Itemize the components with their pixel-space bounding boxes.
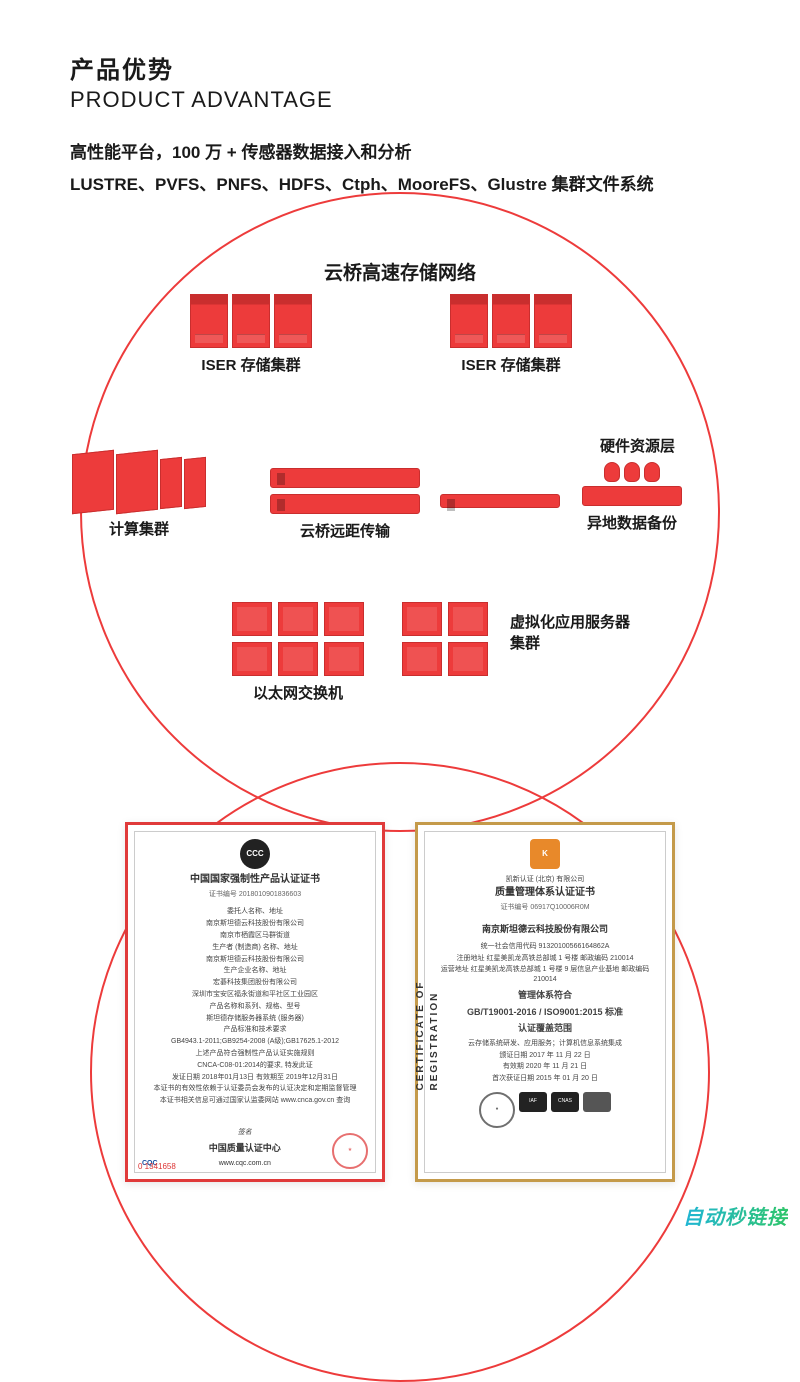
switch-icon [324,642,364,676]
node-transport: 云桥远距传输 [270,468,420,541]
cert-footer-url: www.cqc.com.cn [158,1159,332,1169]
switch-icon [448,642,488,676]
node-label: 以太网交换机 [232,682,364,703]
cert-line: 产品标准和技术要求 [154,1025,357,1035]
diagram-title: 云桥高速存储网络 [324,258,476,285]
cert-serial: 证书编号 2018010901836603 [209,890,301,900]
cert-line: 本证书相关信息可通过国家认监委网站 www.cnca.gov.cn 查询 [154,1096,357,1106]
cert-line: 首次获证日期 2015 年 01 月 20 日 [432,1074,658,1084]
cert-line: 统一社会信用代码 91320100566164862A [432,942,658,952]
rack-icon [270,494,420,514]
watermark-text: 自动秒链接 [683,1201,788,1230]
title-cn: 产品优势 [70,50,730,85]
cert-line: 有效期 2020 年 11 月 21 日 [432,1062,658,1072]
cert-line: 深圳市宝安区福永街道和平社区工业园区 [154,990,357,1000]
rack-thin-icon [440,494,560,508]
cert-footer-serial: 0 1341658 [138,1161,176,1172]
cert-line: 颁证日期 2017 年 11 月 22 日 [432,1051,658,1061]
title-en: PRODUCT ADVANTAGE [70,87,730,113]
certificate-ccc: CCC 中国国家强制性产品认证证书 证书编号 2018010901836603 … [125,822,385,1182]
k-badge-icon: K [530,839,560,869]
node-label: 计算集群 [72,518,206,539]
server-icon [492,294,530,348]
seal-icon: ● [479,1092,515,1128]
node-vm [402,602,488,676]
cert-line: 斯坦德存储服务器系统 (服务器) [154,1014,357,1024]
drum-icon [604,462,620,482]
cert-company: 南京斯坦德云科技股份有限公司 [482,923,608,936]
rack-icon [270,468,420,488]
mgmt-badge-icon [583,1092,611,1112]
compute-box-icon [72,449,114,513]
node-iser-left: ISER 存储集群 [190,294,312,375]
switch-icon [278,602,318,636]
server-icon [232,294,270,348]
tray-icon [582,486,682,506]
cert-serial: 证书编号 06917Q10006R0M [500,903,589,913]
switch-icon [402,602,442,636]
drum-icon [644,462,660,482]
cert-line: CNCA-C08-01:2014的要求, 特发此证 [154,1061,357,1071]
cert-issuer: 凯新认证 (北京) 有限公司 [506,875,585,885]
cert-line: 生产者 (制造商) 名称、地址 [154,943,357,953]
node-label: ISER 存储集群 [450,354,572,375]
switch-icon [232,602,272,636]
cnas-badge-icon: CNAS [551,1092,579,1112]
node-label: ISER 存储集群 [190,354,312,375]
iaf-badge-icon: IAF [519,1092,547,1112]
certificates-section: CCC 中国国家强制性产品认证证书 证书编号 2018010901836603 … [0,792,800,1212]
cert-title: 中国国家强制性产品认证证书 [190,873,320,887]
switch-icon [232,642,272,676]
switch-icon [448,602,488,636]
server-icon [534,294,572,348]
cert-line: 本证书的有效性依赖于认证委员会发布的认证决定和定期监督管理 [154,1084,357,1094]
cert-line: 发证日期 2018年01月13日 有效期至 2019年12月31日 [154,1073,357,1083]
seal-icon: ★ [332,1133,368,1169]
node-hw-layer-label: 硬件资源层 [600,436,675,457]
node-spare-rack [440,494,560,508]
node-switch: 以太网交换机 [232,602,364,703]
switch-icon [278,642,318,676]
node-vm-label: 虚拟化应用服务器集群 [510,612,630,654]
node-compute: 计算集群 [72,452,206,539]
cert-line: 宏碁科技集团股份有限公司 [154,978,357,988]
cert-line: 产品名称和系列、规格、型号 [154,1002,357,1012]
cert-title: 质量管理体系认证证书 [495,886,595,900]
ccc-badge-icon: CCC [240,839,270,869]
cert-line: 委托人名称、地址 [154,907,357,917]
compute-box-icon [184,456,206,508]
cert-line: 注册地址 红星美凯龙高铁总部城 1 号楼 邮政编码 210014 [432,954,658,964]
cert-line: 认证覆盖范围 [432,1022,658,1035]
cert-line: 云存储系统研发、应用服务；计算机信息系统集成 [432,1039,658,1049]
switch-icon [402,642,442,676]
cert-line: 南京斯坦德云科技股份有限公司 [154,919,357,929]
compute-box-icon [160,456,182,508]
switch-icon [324,602,364,636]
cert-line: 南京市栖霞区马群街道 [154,931,357,941]
architecture-diagram: 云桥高速存储网络 ISER 存储集群 ISER 存储集群 计算集群 [0,232,800,792]
cert-sidebar-text: CERTIFICATE OF REGISTRATION [414,913,442,1090]
certificate-iso: CERTIFICATE OF REGISTRATION K 凯新认证 (北京) … [415,822,675,1182]
cert-line: 运营地址 红星美凯龙高铁总部城 1 号楼 9 层信息产业基地 邮政编码 2100… [432,965,658,985]
server-icon [190,294,228,348]
compute-box-icon [116,449,158,513]
node-label: 云桥远距传输 [270,520,420,541]
server-icon [274,294,312,348]
cert-line: 上述产品符合强制性产品认证实施规则 [154,1049,357,1059]
cert-line: GB4943.1-2011;GB9254-2008 (A级);GB17625.1… [154,1037,357,1047]
node-iser-right: ISER 存储集群 [450,294,572,375]
node-backup: 异地数据备份 [582,462,682,533]
drum-icon [624,462,640,482]
cert-line: 南京斯坦德云科技股份有限公司 [154,955,357,965]
cert-line: 管理体系符合 [432,989,658,1002]
cert-line: 生产企业名称、地址 [154,966,357,976]
desc-line-1: 高性能平台，100 万 + 传感器数据接入和分析 [70,137,730,169]
server-icon [450,294,488,348]
node-label: 异地数据备份 [582,512,682,533]
cert-line: GB/T19001-2016 / ISO9001:2015 标准 [432,1006,658,1019]
cert-footer-center: 中国质量认证中心 [158,1142,332,1155]
